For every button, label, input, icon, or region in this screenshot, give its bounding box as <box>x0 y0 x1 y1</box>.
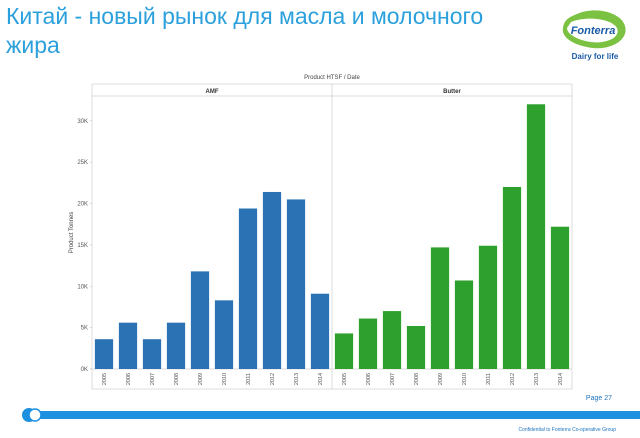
bar-amf-2010 <box>214 300 234 369</box>
bar-butter-2005 <box>334 333 354 369</box>
bar-amf-2007 <box>142 339 162 369</box>
bar-butter-2007 <box>382 311 402 369</box>
bar-chart: Product HTSF / Date Product Tonnes 0K 5K 10K… <box>69 75 573 390</box>
y-tick-label: 25K <box>77 160 88 166</box>
logo-brand: Fonterra <box>571 25 616 37</box>
x-tick-label: 2012 <box>510 373 516 385</box>
bar-amf-2006 <box>118 322 138 369</box>
bar-amf-2008 <box>166 322 186 369</box>
x-tick-label: 2013 <box>534 373 540 385</box>
x-tick-label: 2011 <box>246 373 252 385</box>
bar-butter-2010 <box>454 280 474 369</box>
x-tick-label: 2010 <box>462 373 468 385</box>
bar-amf-2012 <box>262 191 282 369</box>
fonterra-leaf-icon: Fonterra <box>562 10 626 49</box>
bar-amf-2013 <box>286 199 306 369</box>
y-axis-label: Product Tonnes <box>69 212 75 254</box>
bar-butter-2008 <box>406 325 426 369</box>
bar-butter-2011 <box>478 245 498 369</box>
slide-title: Китай - новый рынок для масла и молочног… <box>6 3 484 58</box>
x-tick-label: 2009 <box>198 373 204 385</box>
y-tick-label: 0K <box>81 367 88 373</box>
x-tick-label: 2006 <box>126 373 132 385</box>
panel-header-butter: Butter <box>443 89 461 95</box>
logo-tagline: Dairy for life <box>571 52 619 61</box>
bar-amf-2014 <box>310 293 330 369</box>
page-number: Page 27 <box>585 395 612 402</box>
y-tick-label: 30K <box>77 119 88 125</box>
x-tick-label: 2009 <box>438 373 444 385</box>
bar-butter-2014 <box>550 226 570 369</box>
x-tick-label: 2007 <box>150 373 156 385</box>
bar-amf-2009 <box>190 271 210 369</box>
x-tick-label: 2007 <box>390 373 396 385</box>
bar-amf-2011 <box>238 208 258 369</box>
y-tick-label: 15K <box>77 243 88 249</box>
x-tick-label: 2011 <box>486 373 492 385</box>
fonterra-logo: Fonterra Dairy for life <box>555 8 633 64</box>
footer-bar <box>22 408 640 422</box>
y-tick-label: 5K <box>81 326 88 332</box>
panel-header-amf: AMF <box>206 89 219 95</box>
x-tick-label: 2010 <box>222 373 228 385</box>
bar-butter-2013 <box>526 104 546 369</box>
bar-amf-2005 <box>94 339 114 369</box>
x-tick-label: 2006 <box>366 373 372 385</box>
x-tick-label: 2005 <box>342 373 348 385</box>
bar-butter-2006 <box>358 318 378 369</box>
bar-butter-2009 <box>430 247 450 369</box>
x-tick-label: 2013 <box>294 373 300 385</box>
y-tick-label: 10K <box>77 284 88 290</box>
bar-butter-2012 <box>502 187 522 369</box>
chart-title: Product HTSF / Date <box>304 75 360 81</box>
x-tick-label: 2008 <box>414 373 420 385</box>
confidential-note: Confidential to Fonterra Co-operative Gr… <box>518 427 616 433</box>
x-tick-label: 2012 <box>270 373 276 385</box>
y-tick-label: 20K <box>77 202 88 208</box>
x-tick-label: 2014 <box>318 373 324 385</box>
x-tick-label: 2008 <box>174 373 180 385</box>
x-tick-label: 2005 <box>102 373 108 385</box>
x-tick-label: 2014 <box>558 373 564 385</box>
